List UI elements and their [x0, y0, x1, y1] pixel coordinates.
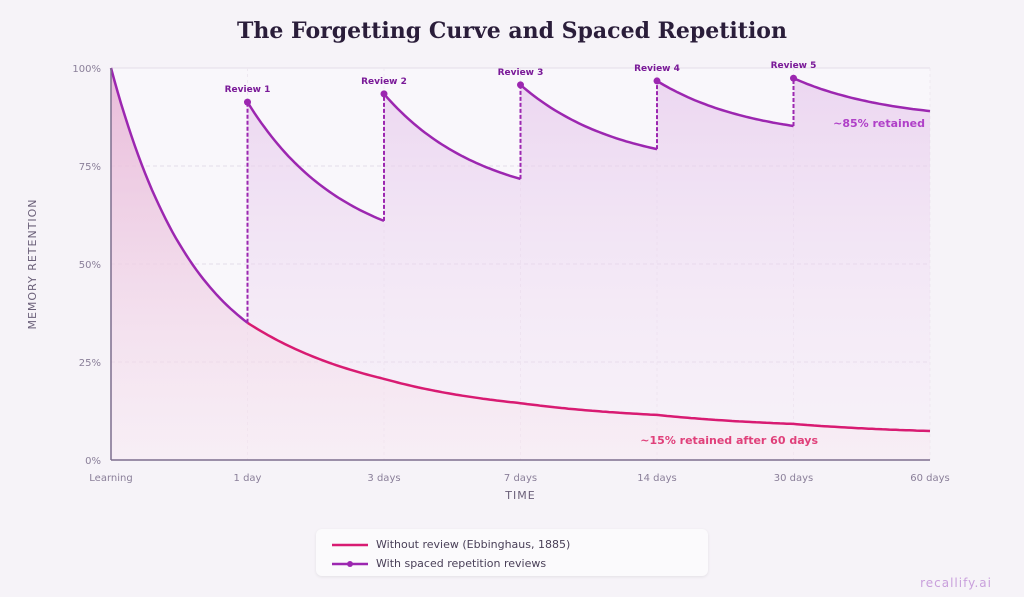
spaced-repetition-line [383, 93, 521, 181]
spaced-repetition-line [519, 83, 658, 151]
review-label: Review 5 [771, 61, 817, 71]
x-tick-label: 30 days [774, 473, 814, 484]
legend-item-spaced-repetition: With spaced repetition reviews [332, 557, 546, 570]
without-review-line [246, 321, 931, 433]
x-tick-label: 7 days [504, 473, 537, 484]
review-point [790, 74, 797, 82]
x-tick-label: 14 days [637, 473, 677, 484]
review-label: Review 3 [498, 68, 544, 78]
brand-watermark: recallify.ai [920, 576, 992, 590]
without-review-area [111, 68, 930, 460]
legend-label: Without review (Ebbinghaus, 1885) [376, 538, 571, 551]
y-tick-label: 75% [79, 162, 101, 173]
spaced-repetition-line [109, 67, 249, 324]
spaced-repetition-line [656, 79, 794, 128]
y-tick-label: 0% [85, 456, 101, 467]
review-point [653, 77, 661, 85]
x-tick-label: Learning [89, 473, 132, 484]
legend: Without review (Ebbinghaus, 1885) With s… [316, 529, 708, 576]
y-tick-label: 25% [79, 358, 101, 369]
legend-label: With spaced repetition reviews [376, 557, 547, 570]
review-label: Review 2 [361, 77, 407, 87]
spaced-repetition-line [792, 77, 931, 113]
annotation-without-review: ~15% retained after 60 days [640, 434, 818, 447]
chart-title: The Forgetting Curve and Spaced Repetiti… [237, 18, 787, 44]
x-tick-label: 1 day [234, 473, 262, 484]
review-point [380, 90, 388, 98]
legend-item-without-review: Without review (Ebbinghaus, 1885) [332, 538, 570, 551]
review-point [244, 98, 251, 106]
x-axis-label: TIME [504, 489, 535, 502]
review-point [517, 81, 524, 89]
x-tick-label: 60 days [910, 473, 950, 484]
review-label: Review 1 [225, 85, 271, 95]
annotation-spaced: ~85% retained [833, 117, 925, 130]
review-label: Review 4 [634, 64, 680, 74]
y-tick-label: 100% [72, 64, 101, 75]
legend-line-red-icon [332, 543, 368, 546]
y-tick-label: 50% [79, 260, 101, 271]
x-tick-label: 3 days [367, 473, 400, 484]
spaced-repetition-line [246, 101, 385, 223]
y-axis-label: MEMORY RETENTION [26, 198, 39, 329]
legend-line-dot-purple-icon [332, 560, 368, 567]
